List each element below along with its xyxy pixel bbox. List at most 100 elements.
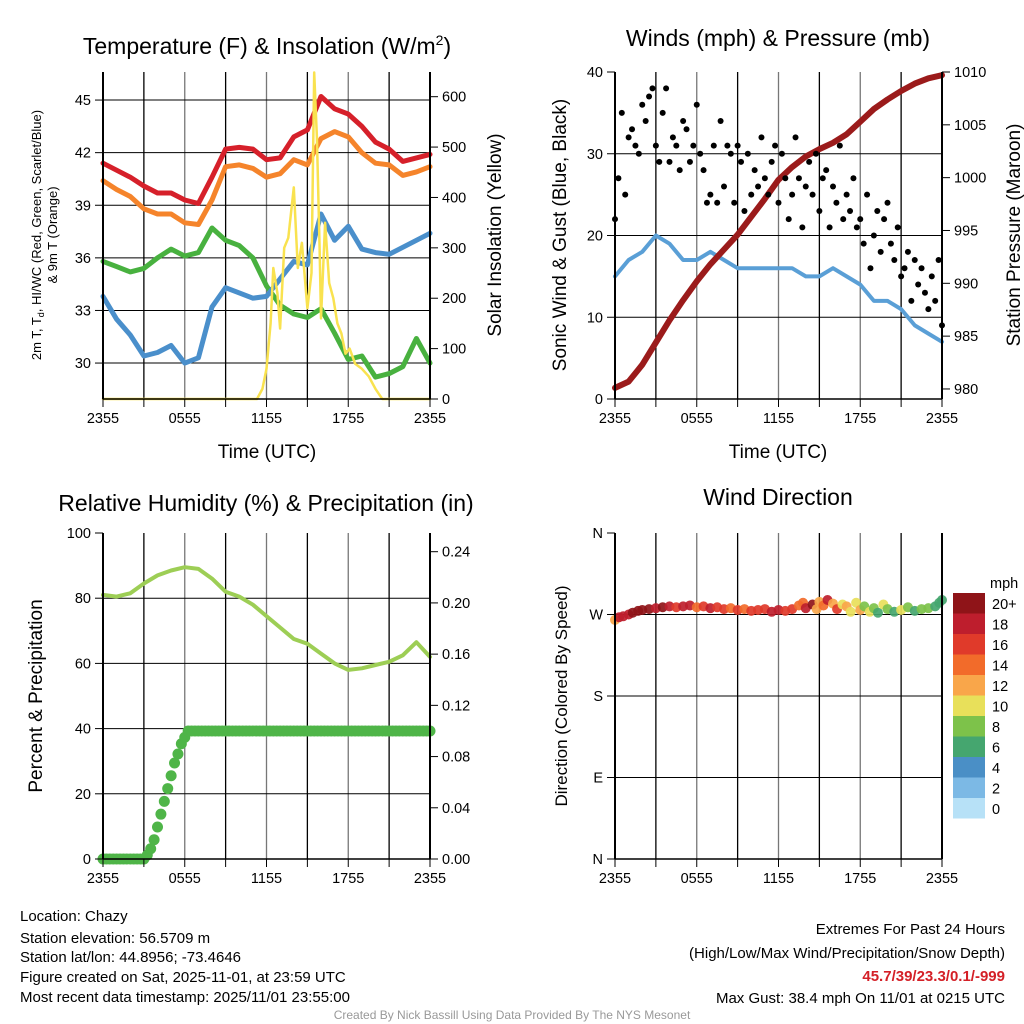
max-gust: Max Gust: 38.4 mph On 11/01 at 0215 UTC — [716, 990, 1005, 1007]
rh-x-tick-label: 0555 — [169, 871, 201, 887]
precipitation-point — [155, 808, 167, 820]
wind-y2-tick-label: 995 — [954, 223, 978, 239]
winddir-plot-area — [610, 533, 947, 859]
gust-point — [710, 142, 717, 149]
winddir-x-tick-label: 2355 — [599, 871, 631, 887]
rh-x-tick-label: 1155 — [251, 871, 282, 887]
wind-direction-point — [851, 597, 862, 608]
gust-point — [891, 257, 898, 264]
gust-point — [738, 158, 745, 165]
temp-y-axis-label: 2m T, Td, HI/WC (Red, Green, Scarlet/Blu… — [29, 110, 46, 360]
winddir-chart-title: Wind Direction — [703, 484, 853, 510]
temp-9m-line — [100, 129, 433, 227]
rh-y2-tick-label: 0.00 — [442, 852, 470, 868]
temp-axes: 2355 0555 1155 1755 2355 30 33 36 39 42 45 0 100 200 3… — [75, 72, 466, 427]
winddir-x-tick-label: 1155 — [763, 871, 794, 887]
gust-point — [758, 134, 765, 141]
gust-point — [690, 142, 697, 149]
precipitation-point — [152, 821, 163, 833]
gust-point — [721, 183, 727, 190]
rh-x-tick-label: 2355 — [87, 871, 119, 887]
rh-y2-tick-label: 0.08 — [442, 750, 470, 766]
gust-point — [748, 191, 755, 198]
temp-x-tick-label: 1155 — [251, 411, 282, 427]
extremes-heading: Extremes For Past 24 Hours — [816, 921, 1005, 938]
gust-point — [693, 101, 700, 108]
colorbar-label: 6 — [992, 741, 1000, 757]
gust-point — [744, 150, 751, 157]
wind-x-tick-label: 2355 — [926, 411, 958, 427]
wind-direction-point — [872, 607, 883, 618]
extremes-legend: (High/Low/Max Wind/Precipitation/Snow De… — [689, 945, 1005, 962]
gust-point — [809, 191, 816, 198]
station-info: Location: Chazy Station elevation: 56.57… — [20, 908, 350, 1006]
colorbar-label: 4 — [992, 761, 1000, 777]
plot-layers: 2355 0555 1155 1755 235530333639424501002003… — [67, 65, 1017, 887]
gust-point — [918, 265, 925, 272]
recent-data-timestamp: Most recent data timestamp: 2025/11/01 2… — [20, 989, 350, 1006]
credit-line: Created By Nick Bassill Using Data Provi… — [334, 1008, 691, 1022]
winddir-y-axis-label: Direction (Colored By Speed) — [552, 585, 571, 806]
wind-x-tick-label: 2355 — [599, 411, 631, 427]
temp-y-axis-label-line2: & 9m T (Orange) — [45, 186, 60, 283]
gust-point — [853, 224, 860, 231]
wind-y2-axis-label: Station Pressure (Maroon) — [1004, 124, 1024, 347]
colorbar-swatch — [953, 777, 985, 798]
temp-x-axis-label: Time (UTC) — [218, 442, 317, 463]
winddir-y-tick-label: N — [593, 852, 603, 868]
gust-point — [857, 216, 864, 223]
gust-point — [840, 216, 847, 223]
rh-y-tick-label: 80 — [75, 591, 91, 607]
station-pressure-line — [612, 72, 945, 391]
gust-point — [874, 207, 881, 214]
temp-y2-tick-label: 100 — [442, 342, 466, 358]
temp-y2-tick-label: 200 — [442, 291, 466, 307]
gust-point — [836, 142, 843, 149]
gust-point — [680, 118, 687, 125]
rh-y2-tick-label: 0.20 — [442, 596, 470, 612]
wind-y-tick-label: 10 — [587, 310, 603, 326]
gust-point — [799, 224, 806, 231]
gust-point — [639, 101, 646, 108]
rh-y-tick-label: 40 — [75, 722, 91, 738]
gust-point — [649, 85, 656, 92]
gust-point — [642, 118, 649, 125]
temp-y-tick-label: 36 — [75, 251, 91, 267]
temp-y-tick-label: 39 — [75, 198, 91, 214]
gust-point — [819, 175, 826, 182]
colorbar-swatch — [953, 695, 985, 716]
temp-y2-tick-label: 400 — [442, 190, 466, 206]
gust-point — [847, 207, 854, 214]
temp-x-tick-label: 0555 — [169, 411, 201, 427]
wind-y-tick-label: 40 — [587, 65, 603, 81]
gust-point — [894, 224, 901, 231]
wind-y-tick-label: 0 — [595, 392, 603, 408]
precipitation-point — [145, 843, 157, 855]
colorbar-label: 16 — [992, 638, 1008, 654]
temp-2m-line — [100, 94, 433, 206]
gust-point — [635, 150, 642, 157]
gust-point — [686, 158, 693, 165]
gust-point — [652, 142, 659, 149]
winddir-y-tick-label: S — [593, 689, 603, 705]
gust-point — [707, 191, 714, 198]
temp-plot-area — [100, 71, 433, 401]
gust-point — [932, 297, 939, 304]
precipitation-point — [162, 783, 174, 795]
rh-y2-tick-label: 0.12 — [442, 698, 470, 714]
gust-point — [683, 126, 690, 133]
colorbar-swatch — [953, 798, 985, 819]
temp-x-tick-label: 2355 — [414, 411, 446, 427]
relative-humidity-line — [101, 565, 432, 672]
colorbar-label: 12 — [992, 679, 1008, 695]
extremes-values: 45.7/39/23.3/0.1/-999 — [862, 968, 1005, 985]
gust-point — [901, 265, 908, 272]
solar-insolation-line — [101, 71, 432, 401]
gust-point — [772, 142, 779, 149]
gust-point — [673, 142, 680, 149]
gust-point — [881, 216, 888, 223]
gust-point — [697, 150, 704, 157]
gust-point — [765, 191, 772, 198]
gust-point — [666, 158, 673, 165]
colorbar-label: 14 — [992, 659, 1008, 675]
